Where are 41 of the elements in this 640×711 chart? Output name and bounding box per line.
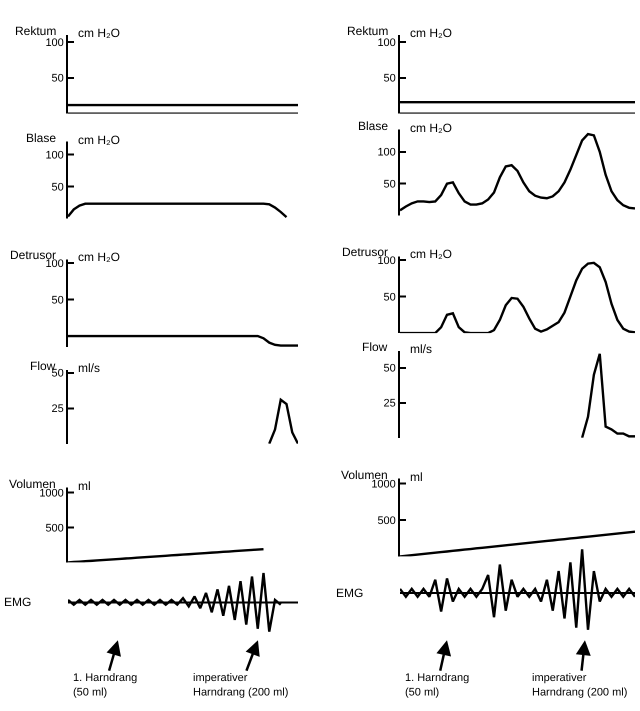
y-tick-label: 50 bbox=[384, 291, 396, 304]
y-tick-label: 50 bbox=[384, 362, 396, 375]
chart-title: Rektum bbox=[15, 24, 56, 38]
y-axis-title: cm H₂O bbox=[410, 26, 452, 40]
y-tick-label: 50 bbox=[52, 294, 64, 306]
chart-title: Rektum bbox=[347, 24, 388, 38]
y-axis-title: cm H₂O bbox=[78, 26, 120, 40]
y-axis-title: cm H₂O bbox=[78, 250, 120, 264]
y-tick-label: 50 bbox=[52, 72, 64, 85]
y-axis-title: cm H₂O bbox=[410, 121, 452, 135]
text: EMG bbox=[336, 586, 364, 600]
y-tick-label: 100 bbox=[45, 258, 64, 270]
text: 1. Harndrang (50 ml) bbox=[73, 672, 138, 698]
y-tick-label: 100 bbox=[45, 36, 64, 49]
y-tick-label: 1000 bbox=[371, 478, 396, 491]
y-tick-label: 25 bbox=[384, 398, 396, 410]
y-tick-label: 50 bbox=[384, 178, 396, 190]
chart-title: Blase bbox=[358, 119, 388, 133]
y-axis-title: ml bbox=[410, 470, 423, 484]
y-tick-label: 100 bbox=[377, 36, 396, 49]
text: EMG bbox=[4, 595, 32, 609]
y-tick-label: 500 bbox=[377, 514, 396, 527]
text: imperativer Harndrang (200 ml) bbox=[532, 672, 628, 698]
y-axis-title: ml/s bbox=[78, 361, 100, 375]
chart-title: Flow bbox=[362, 340, 388, 354]
y-axis-title: cm H₂O bbox=[78, 133, 120, 147]
y-axis-title: ml/s bbox=[410, 342, 432, 356]
y-tick-label: 25 bbox=[52, 403, 64, 416]
text: imperativer Harndrang (200 ml) bbox=[193, 672, 288, 698]
y-tick-label: 1000 bbox=[39, 487, 64, 500]
y-tick-label: 50 bbox=[52, 368, 64, 380]
y-tick-label: 100 bbox=[377, 146, 396, 159]
y-tick-label: 100 bbox=[45, 149, 64, 162]
text: 1. Harndrang (50 ml) bbox=[405, 672, 470, 698]
y-tick-label: 100 bbox=[377, 254, 396, 267]
y-axis-title: cm H₂O bbox=[410, 247, 452, 261]
y-axis-title: ml bbox=[78, 479, 91, 493]
y-tick-label: 50 bbox=[52, 181, 64, 194]
y-tick-label: 500 bbox=[45, 522, 64, 534]
y-tick-label: 50 bbox=[384, 72, 396, 85]
chart-title: Blase bbox=[26, 131, 56, 145]
